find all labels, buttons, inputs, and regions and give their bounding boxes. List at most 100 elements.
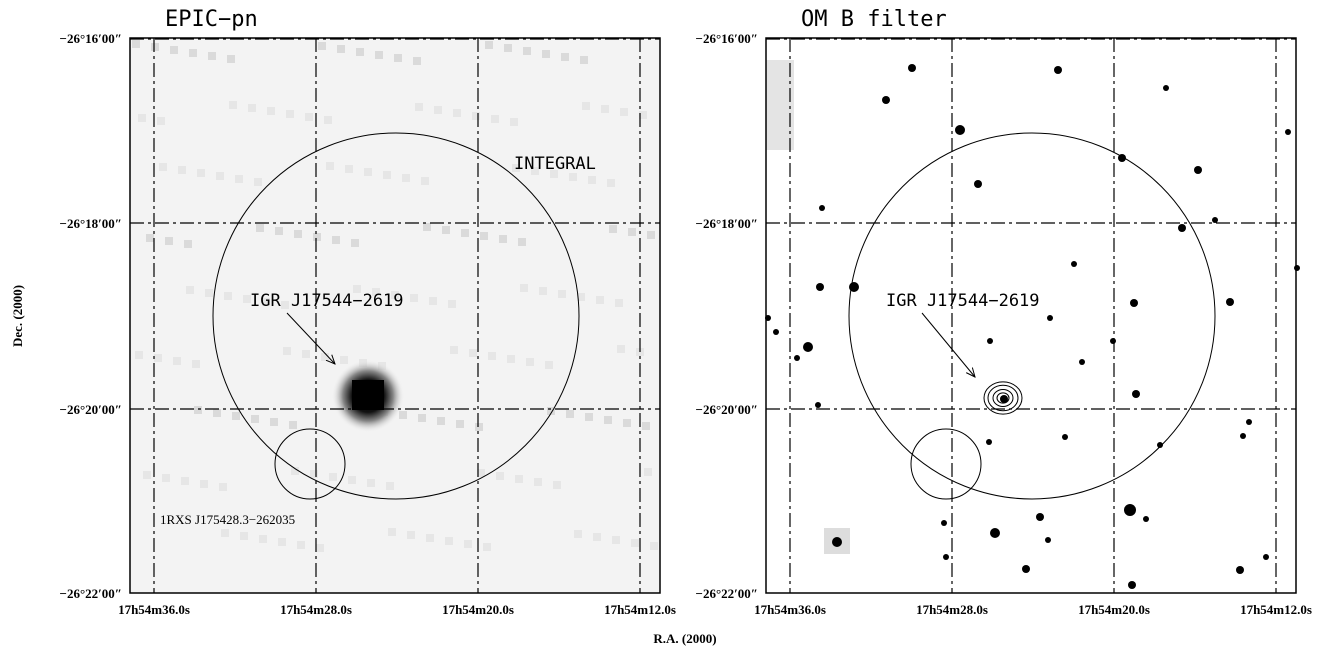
noise (275, 227, 283, 235)
noise (515, 475, 523, 483)
x-tick-label: 17h54m20.0s (1078, 602, 1150, 617)
noise (402, 174, 410, 182)
star (1263, 554, 1269, 560)
star (943, 554, 949, 560)
noise (184, 240, 192, 248)
noise (208, 52, 216, 60)
noise (434, 106, 442, 114)
noise (558, 290, 566, 298)
noise (561, 53, 569, 61)
noise (475, 423, 483, 431)
noise (394, 54, 402, 62)
noise (364, 168, 372, 176)
noise (345, 165, 353, 173)
noise (254, 178, 262, 186)
star (987, 338, 993, 344)
noise (526, 358, 534, 366)
noise (173, 357, 181, 365)
noise (267, 107, 275, 115)
star (1110, 338, 1116, 344)
noise (585, 413, 593, 421)
noise (194, 406, 202, 414)
noise (189, 49, 197, 57)
x-tick-label: 17h54m12.0s (604, 602, 676, 617)
noise (353, 285, 361, 293)
noise (186, 286, 194, 294)
panel-background (766, 38, 1296, 593)
noise (383, 171, 391, 179)
star (882, 96, 890, 104)
x-axis-label: R.A. (2000) (653, 631, 716, 646)
noise (531, 167, 539, 175)
x-tick-label: 17h54m20.0s (442, 602, 514, 617)
noise (477, 469, 485, 477)
contour (996, 392, 1010, 404)
noise (181, 477, 189, 485)
noise (429, 297, 437, 305)
y-tick-label: −26°22′00″ (696, 586, 758, 601)
noise (437, 417, 445, 425)
noise (620, 108, 628, 116)
noise (305, 113, 313, 121)
noise (588, 176, 596, 184)
noise (235, 175, 243, 183)
star (816, 283, 824, 291)
noise (491, 115, 499, 123)
y-axis-label: Dec. (2000) (10, 285, 25, 347)
noise (510, 118, 518, 126)
x-tick-label: 17h54m36.0s (754, 602, 826, 617)
noise (650, 542, 658, 550)
panel-title: OM B filter (801, 7, 947, 32)
noise (550, 170, 558, 178)
star (1054, 66, 1062, 74)
noise (159, 163, 167, 171)
noise (488, 352, 496, 360)
panel-title: EPIC−pn (165, 7, 258, 32)
x-tick-label: 17h54m12.0s (1240, 602, 1312, 617)
noise (310, 470, 318, 478)
star (1128, 581, 1136, 589)
integral-error-circle (212, 132, 580, 500)
star (815, 402, 821, 408)
noise (318, 42, 326, 50)
star (1124, 504, 1136, 516)
noise (132, 40, 140, 48)
noise (178, 166, 186, 174)
noise (539, 287, 547, 295)
noise (607, 179, 615, 187)
annotation: IGR J17544−2619 (250, 291, 404, 311)
noise (135, 351, 143, 359)
noise (472, 112, 480, 120)
integral-error-circle (848, 132, 1216, 500)
noise (534, 478, 542, 486)
noise (281, 301, 289, 309)
noise (617, 345, 625, 353)
noise (631, 539, 639, 547)
noise (375, 51, 383, 59)
panel-frame (129, 37, 661, 594)
noise (453, 109, 461, 117)
y-tick-label: −26°22′00″ (60, 586, 122, 601)
star (1157, 442, 1163, 448)
noise (340, 356, 348, 364)
noise (469, 349, 477, 357)
contour (983, 381, 1023, 415)
noise (270, 418, 278, 426)
star (974, 180, 982, 188)
star (832, 537, 842, 547)
noise (415, 103, 423, 111)
noise (512, 164, 520, 172)
noise (337, 45, 345, 53)
star (1130, 299, 1138, 307)
noise (251, 415, 259, 423)
noise (523, 47, 531, 55)
noise (518, 238, 526, 246)
noise (547, 407, 555, 415)
contour (992, 389, 1014, 407)
noise (297, 541, 305, 549)
rosat-error-circle (274, 428, 346, 500)
noise (609, 225, 617, 233)
noise (372, 288, 380, 296)
star (955, 125, 965, 135)
